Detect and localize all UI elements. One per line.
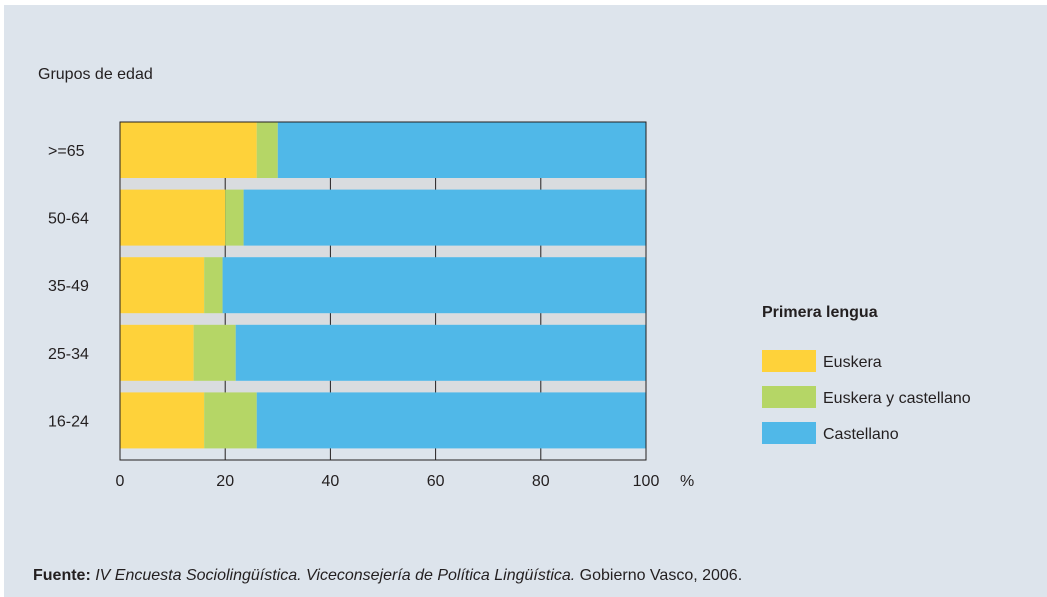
source-title: IV Encuesta Sociolingüística. Viceconsej… (95, 567, 576, 584)
bar-gap (120, 380, 646, 393)
bar-segment (120, 189, 226, 246)
source-note: Fuente: IV Encuesta Sociolingüística. Vi… (33, 567, 742, 585)
x-tick-label: 20 (216, 473, 234, 490)
bar-segment (256, 122, 278, 178)
bar-segment (193, 324, 236, 381)
bar-segment (120, 257, 205, 314)
bar-segment (277, 122, 646, 178)
bar-segment (256, 392, 646, 449)
plot-frame (119, 121, 647, 461)
legend-swatch (762, 422, 816, 444)
x-tick-label: 0 (116, 473, 125, 490)
legend-label: Castellano (823, 426, 899, 443)
bar-segment (120, 122, 257, 178)
x-tick-label: 80 (532, 473, 550, 490)
y-tick-label: 35-49 (48, 278, 89, 295)
plot-area (119, 121, 647, 461)
bar-segment (225, 189, 244, 246)
legend-swatch (762, 386, 816, 408)
legend: Primera lengua Euskera Euskera y castella… (762, 304, 971, 444)
legend-label: Euskera y castellano (823, 390, 971, 407)
legend-label: Euskera (823, 354, 882, 371)
bar-segment (235, 324, 646, 381)
y-tick-label: 16-24 (48, 413, 89, 430)
bar-segment (243, 189, 647, 246)
legend-swatch (762, 350, 816, 372)
bar-gap (120, 178, 646, 190)
y-axis-title: Grupos de edad (38, 66, 153, 83)
x-tick-label: 60 (427, 473, 445, 490)
x-tick-label: 100 (633, 473, 660, 490)
x-tick-label: 40 (322, 473, 340, 490)
bar-segment (120, 324, 194, 381)
x-tick-labels: 0 20 40 60 80 100 (116, 473, 660, 490)
x-axis-unit: % (680, 473, 694, 490)
y-tick-labels: >=65 50-64 35-49 25-34 16-24 (48, 143, 89, 430)
y-tick-label: >=65 (48, 143, 85, 160)
bar-segment (222, 257, 646, 314)
source-rest: Gobierno Vasco, 2006. (575, 567, 743, 584)
source-label: Fuente: (33, 567, 91, 584)
y-tick-label: 25-34 (48, 346, 89, 363)
y-tick-label: 50-64 (48, 211, 89, 228)
bar-gap (120, 245, 646, 258)
bar-segment (204, 257, 223, 314)
legend-title: Primera lengua (762, 304, 878, 321)
bar-segment (120, 392, 205, 449)
bar-gap (120, 313, 646, 325)
bar-segment (204, 392, 257, 449)
